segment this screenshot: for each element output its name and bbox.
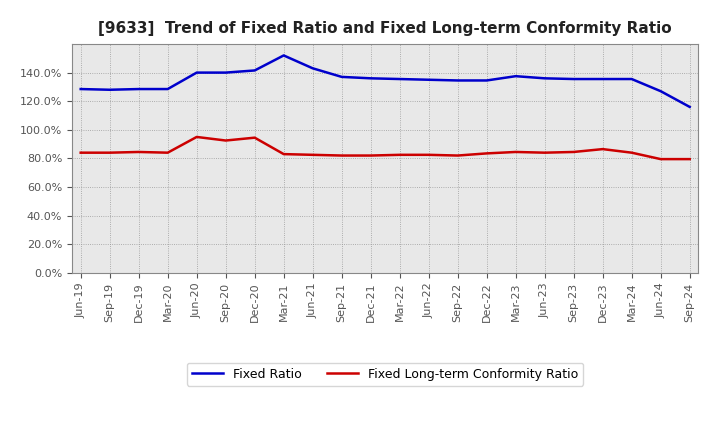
Fixed Ratio xyxy=(221,70,230,75)
Fixed Ratio xyxy=(105,87,114,92)
Fixed Ratio xyxy=(454,78,462,83)
Fixed Long-term Conformity Ratio xyxy=(685,157,694,162)
Fixed Ratio xyxy=(76,86,85,92)
Fixed Long-term Conformity Ratio xyxy=(570,149,578,154)
Fixed Ratio xyxy=(308,66,317,71)
Fixed Long-term Conformity Ratio xyxy=(163,150,172,155)
Fixed Long-term Conformity Ratio xyxy=(135,149,143,154)
Fixed Long-term Conformity Ratio xyxy=(308,152,317,158)
Fixed Long-term Conformity Ratio xyxy=(657,157,665,162)
Fixed Ratio xyxy=(541,76,549,81)
Fixed Long-term Conformity Ratio xyxy=(395,152,404,158)
Fixed Ratio xyxy=(135,86,143,92)
Fixed Long-term Conformity Ratio xyxy=(598,147,607,152)
Fixed Ratio xyxy=(251,68,259,73)
Fixed Ratio xyxy=(338,74,346,80)
Fixed Long-term Conformity Ratio xyxy=(105,150,114,155)
Line: Fixed Ratio: Fixed Ratio xyxy=(81,55,690,107)
Fixed Ratio xyxy=(395,77,404,82)
Fixed Ratio xyxy=(627,77,636,82)
Fixed Ratio xyxy=(570,77,578,82)
Fixed Long-term Conformity Ratio xyxy=(366,153,375,158)
Fixed Ratio xyxy=(366,76,375,81)
Fixed Long-term Conformity Ratio xyxy=(511,149,520,154)
Line: Fixed Long-term Conformity Ratio: Fixed Long-term Conformity Ratio xyxy=(81,137,690,159)
Fixed Ratio xyxy=(279,53,288,58)
Fixed Ratio xyxy=(192,70,201,75)
Fixed Long-term Conformity Ratio xyxy=(251,135,259,140)
Fixed Long-term Conformity Ratio xyxy=(338,153,346,158)
Fixed Ratio xyxy=(657,88,665,94)
Fixed Ratio xyxy=(482,78,491,83)
Fixed Long-term Conformity Ratio xyxy=(424,152,433,158)
Fixed Ratio xyxy=(163,86,172,92)
Fixed Long-term Conformity Ratio xyxy=(454,153,462,158)
Fixed Long-term Conformity Ratio xyxy=(192,134,201,139)
Fixed Ratio xyxy=(685,104,694,110)
Fixed Ratio xyxy=(511,73,520,79)
Fixed Ratio xyxy=(424,77,433,82)
Fixed Ratio xyxy=(598,77,607,82)
Fixed Long-term Conformity Ratio xyxy=(76,150,85,155)
Fixed Long-term Conformity Ratio xyxy=(279,151,288,157)
Legend: Fixed Ratio, Fixed Long-term Conformity Ratio: Fixed Ratio, Fixed Long-term Conformity … xyxy=(187,363,583,385)
Fixed Long-term Conformity Ratio xyxy=(627,150,636,155)
Fixed Long-term Conformity Ratio xyxy=(541,150,549,155)
Fixed Long-term Conformity Ratio xyxy=(482,151,491,156)
Fixed Long-term Conformity Ratio xyxy=(221,138,230,143)
Title: [9633]  Trend of Fixed Ratio and Fixed Long-term Conformity Ratio: [9633] Trend of Fixed Ratio and Fixed Lo… xyxy=(99,21,672,36)
